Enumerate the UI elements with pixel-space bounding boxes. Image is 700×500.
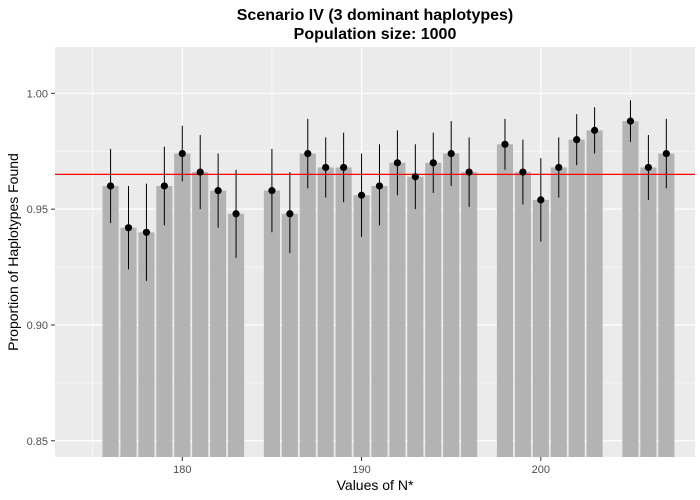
bar [658,153,675,458]
data-point [160,182,168,190]
bar [299,153,316,458]
data-point [322,163,330,172]
y-tick-label: 1.00 [27,88,48,100]
data-point [465,168,473,176]
x-axis: 180 190 200 [173,457,550,476]
bar [550,167,567,458]
bar [317,167,334,458]
data-point [644,163,652,172]
bar [281,213,298,457]
data-point [178,149,186,158]
data-point [232,210,240,218]
data-point [124,224,133,232]
bar [120,227,137,457]
data-point [142,228,151,236]
bars [102,121,675,458]
data-point [268,187,276,195]
bar [640,167,657,458]
y-tick-label: 0.85 [27,436,48,448]
bar [210,190,227,457]
x-axis-title: Values of N* [337,477,414,493]
bar [586,130,603,457]
bar [443,153,460,458]
bar [335,167,352,458]
bar [496,144,514,457]
y-tick-label: 0.95 [27,204,48,216]
chart-subtitle: Population size: 1000 [294,26,457,43]
data-point [286,210,294,218]
bar [389,162,406,457]
data-point [375,182,384,190]
bar [174,153,191,458]
data-point [411,173,419,181]
data-point [555,163,563,172]
bar [227,213,245,457]
bar [568,139,585,457]
data-point [304,149,312,158]
bar [138,232,155,457]
data-point [537,196,545,204]
x-tick-label: 180 [173,464,191,476]
bar [532,199,549,458]
bar [371,185,388,458]
y-tick-label: 0.90 [27,320,48,332]
bar [102,185,119,458]
data-point [340,163,348,172]
y-axis: 0.85 0.90 0.95 1.00 [27,88,55,448]
bar [263,190,280,457]
data-point [106,182,115,190]
bar [461,172,478,457]
data-point [447,149,455,158]
data-point [626,117,635,125]
data-point [662,149,670,158]
data-point [357,191,366,199]
chart-title: Scenario IV (3 dominant haplotypes) [237,7,514,24]
bar [425,162,442,457]
y-axis-title: Proportion of Haplotypes Found [5,153,21,351]
data-point [214,187,222,195]
bar [156,185,173,458]
data-point [393,159,402,167]
bar [353,195,370,457]
bar [514,172,531,457]
x-tick-label: 200 [532,464,550,476]
data-point [591,126,599,134]
bar [192,172,209,457]
bar [622,121,639,457]
data-point [429,159,437,167]
data-point [196,168,204,176]
bar [407,176,424,457]
data-point [519,168,527,176]
data-point [501,140,509,148]
x-tick-label: 190 [352,464,370,476]
points [106,117,670,236]
data-point [573,136,581,144]
